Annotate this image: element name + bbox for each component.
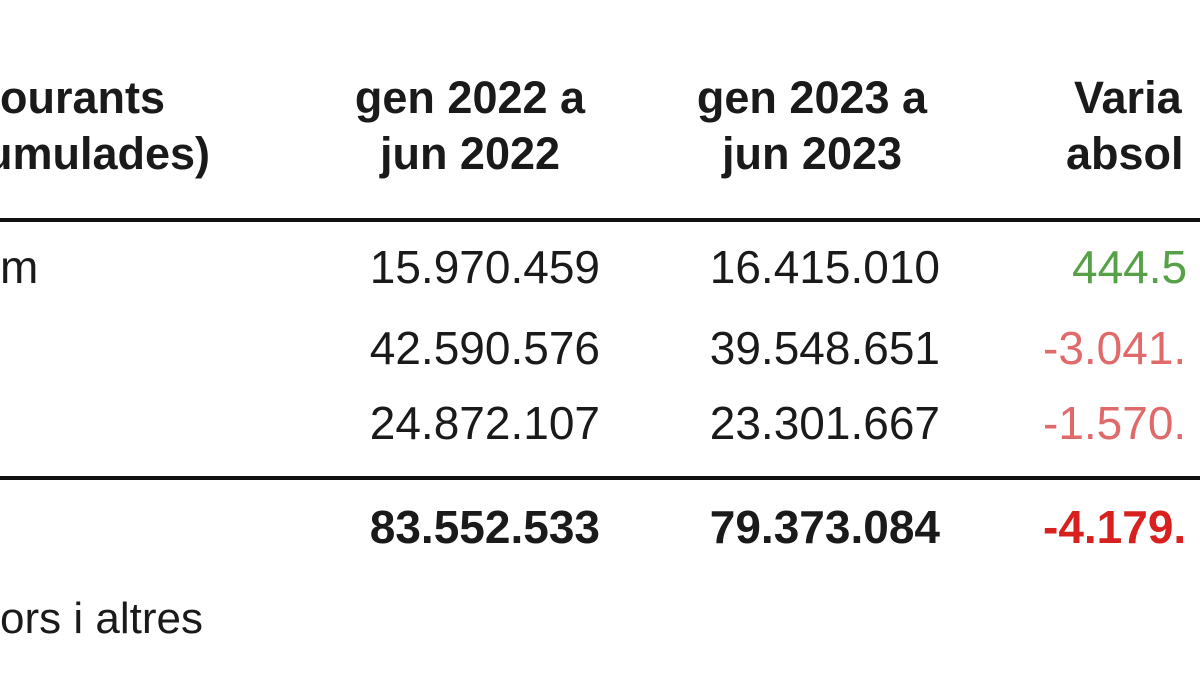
total-value-2023: 79.373.084 xyxy=(709,501,940,553)
row-3-value-2022: 24.872.107 xyxy=(369,397,600,449)
row-2-value-2023: 39.548.651 xyxy=(709,322,940,374)
header-2023-line1: gen 2023 a xyxy=(696,72,928,123)
row-2-variation: -3.041. xyxy=(1043,322,1187,374)
header-2022-line1: gen 2022 a xyxy=(354,72,586,123)
total-rule xyxy=(0,476,1200,480)
header-variation-line1: Varia xyxy=(1074,75,1182,123)
row-2-value-2022: 42.590.576 xyxy=(369,322,600,374)
header-concept: ourants umulades) xyxy=(0,75,260,176)
header-2022-line2: jun 2022 xyxy=(379,128,561,179)
footnote: ors i altres xyxy=(0,594,203,643)
header-2023-line2: jun 2023 xyxy=(721,128,903,179)
header-rule xyxy=(0,218,1200,222)
row-3-variation: -1.570. xyxy=(1043,397,1187,449)
row-1-value-2022: 15.970.459 xyxy=(369,241,600,293)
header-concept-line1: ourants xyxy=(0,72,165,123)
header-2023: gen 2023 a jun 2023 xyxy=(662,75,962,176)
total-value-2022: 83.552.533 xyxy=(369,501,600,553)
row-1-variation: 444.5 xyxy=(1072,241,1188,293)
header-concept-line2: umulades) xyxy=(0,128,210,179)
header-variation: Varia absol xyxy=(1060,75,1200,176)
row-3-value-2023: 23.301.667 xyxy=(709,397,940,449)
row-1-label: m xyxy=(0,241,39,293)
total-variation: -4.179. xyxy=(1043,501,1187,553)
row-1-value-2023: 16.415.010 xyxy=(709,241,940,293)
header-2022: gen 2022 a jun 2022 xyxy=(320,75,620,176)
header-variation-line2: absol xyxy=(1066,128,1184,176)
